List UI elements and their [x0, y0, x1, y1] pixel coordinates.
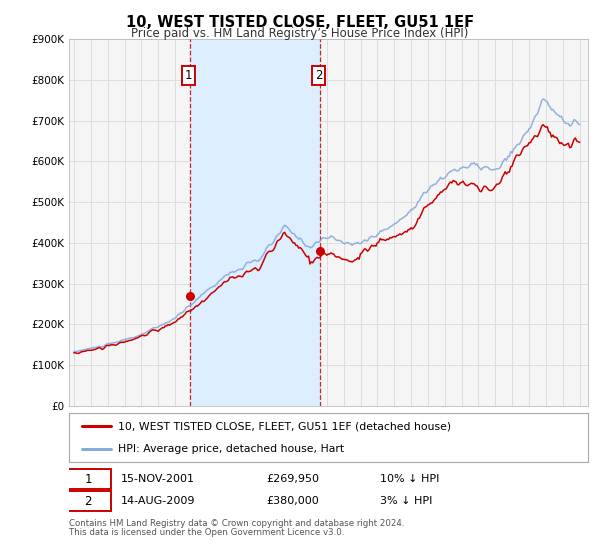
- Text: £269,950: £269,950: [266, 474, 319, 484]
- Text: 1: 1: [185, 69, 192, 82]
- Text: Price paid vs. HM Land Registry’s House Price Index (HPI): Price paid vs. HM Land Registry’s House …: [131, 27, 469, 40]
- Text: 10, WEST TISTED CLOSE, FLEET, GU51 1EF: 10, WEST TISTED CLOSE, FLEET, GU51 1EF: [126, 15, 474, 30]
- FancyBboxPatch shape: [67, 491, 110, 511]
- Text: HPI: Average price, detached house, Hart: HPI: Average price, detached house, Hart: [118, 444, 344, 454]
- Text: Contains HM Land Registry data © Crown copyright and database right 2024.: Contains HM Land Registry data © Crown c…: [69, 519, 404, 528]
- Text: 1: 1: [85, 473, 92, 486]
- Text: 14-AUG-2009: 14-AUG-2009: [121, 496, 196, 506]
- Text: 2: 2: [85, 494, 92, 508]
- FancyBboxPatch shape: [67, 469, 110, 489]
- Bar: [190, 39, 320, 406]
- Text: 15-NOV-2001: 15-NOV-2001: [121, 474, 195, 484]
- Text: 2: 2: [315, 69, 322, 82]
- Text: 10, WEST TISTED CLOSE, FLEET, GU51 1EF (detached house): 10, WEST TISTED CLOSE, FLEET, GU51 1EF (…: [118, 421, 451, 431]
- Text: £380,000: £380,000: [266, 496, 319, 506]
- Text: This data is licensed under the Open Government Licence v3.0.: This data is licensed under the Open Gov…: [69, 528, 344, 537]
- Text: 10% ↓ HPI: 10% ↓ HPI: [380, 474, 440, 484]
- Text: 3% ↓ HPI: 3% ↓ HPI: [380, 496, 433, 506]
